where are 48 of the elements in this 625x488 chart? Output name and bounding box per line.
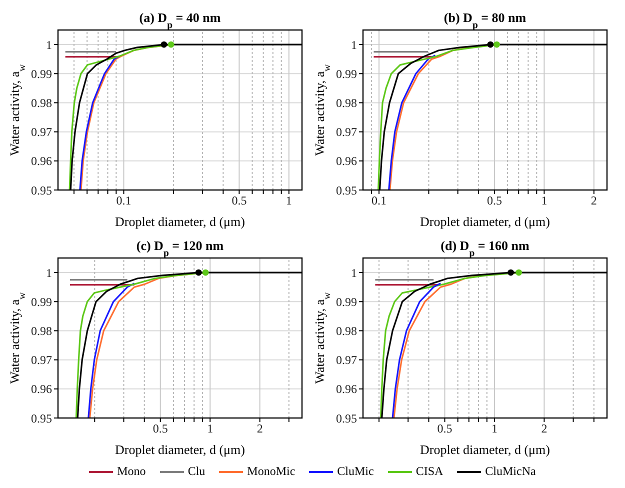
legend-label: CISA	[416, 464, 444, 479]
legend-label: CluMicNa	[485, 464, 536, 479]
y-tick-label: 0.98	[336, 324, 357, 338]
x-tick-label: 0.5	[486, 194, 502, 208]
y-tick-label: 0.99	[336, 294, 357, 309]
x-tick-label: 2	[256, 422, 263, 436]
x-tick-label: 1	[541, 194, 548, 208]
y-tick-label: 0.97	[336, 125, 357, 140]
y-tick-label: 1	[351, 266, 357, 280]
y-tick-label: 0.98	[336, 96, 357, 110]
y-tick-label: 0.99	[31, 66, 52, 81]
y-tick-label: 1	[46, 266, 52, 280]
y-tick-label: 0.96	[31, 382, 52, 396]
x-tick-label: 2	[541, 422, 548, 436]
x-tick-label: 0.1	[372, 194, 387, 208]
legend-label: MonoMic	[247, 464, 296, 479]
y-tick-label: 0.97	[336, 353, 357, 368]
x-axis-title: Droplet diameter, d (μm)	[115, 214, 245, 229]
y-tick-label: 0.96	[336, 382, 357, 396]
y-tick-label: 0.96	[31, 154, 52, 168]
y-tick-label: 0.96	[336, 154, 357, 168]
y-tick-label: 0.98	[31, 96, 52, 110]
y-tick-label: 0.97	[31, 125, 52, 140]
x-tick-label: 1	[286, 194, 292, 208]
y-tick-label: 0.95	[31, 183, 52, 198]
x-tick-label: 1	[207, 422, 214, 436]
y-tick-label: 0.95	[336, 411, 357, 426]
x-tick-label: 0.1	[116, 194, 132, 208]
legend-label: Clu	[188, 464, 206, 479]
y-tick-label: 0.95	[336, 183, 357, 198]
y-tick-label: 0.95	[31, 411, 52, 426]
x-tick-label: 0.5	[437, 422, 452, 436]
x-axis-title: Droplet diameter, d (μm)	[115, 442, 245, 457]
x-tick-label: 0.5	[232, 194, 247, 208]
x-tick-label: 0.5	[152, 422, 168, 436]
x-tick-label: 1	[491, 422, 498, 436]
y-tick-label: 0.99	[336, 66, 357, 81]
legend-label: Mono	[117, 464, 146, 479]
line-series	[79, 55, 120, 190]
y-tick-label: 1	[351, 38, 357, 52]
x-axis-title: Droplet diameter, d (μm)	[420, 214, 550, 229]
y-tick-label: 0.98	[31, 324, 52, 338]
y-tick-label: 0.99	[31, 294, 52, 309]
y-tick-label: 0.97	[31, 353, 52, 368]
x-tick-label: 2	[590, 194, 597, 208]
y-tick-label: 1	[46, 38, 52, 52]
x-axis-title: Droplet diameter, d (μm)	[420, 442, 550, 457]
legend-label: CluMic	[337, 464, 374, 479]
